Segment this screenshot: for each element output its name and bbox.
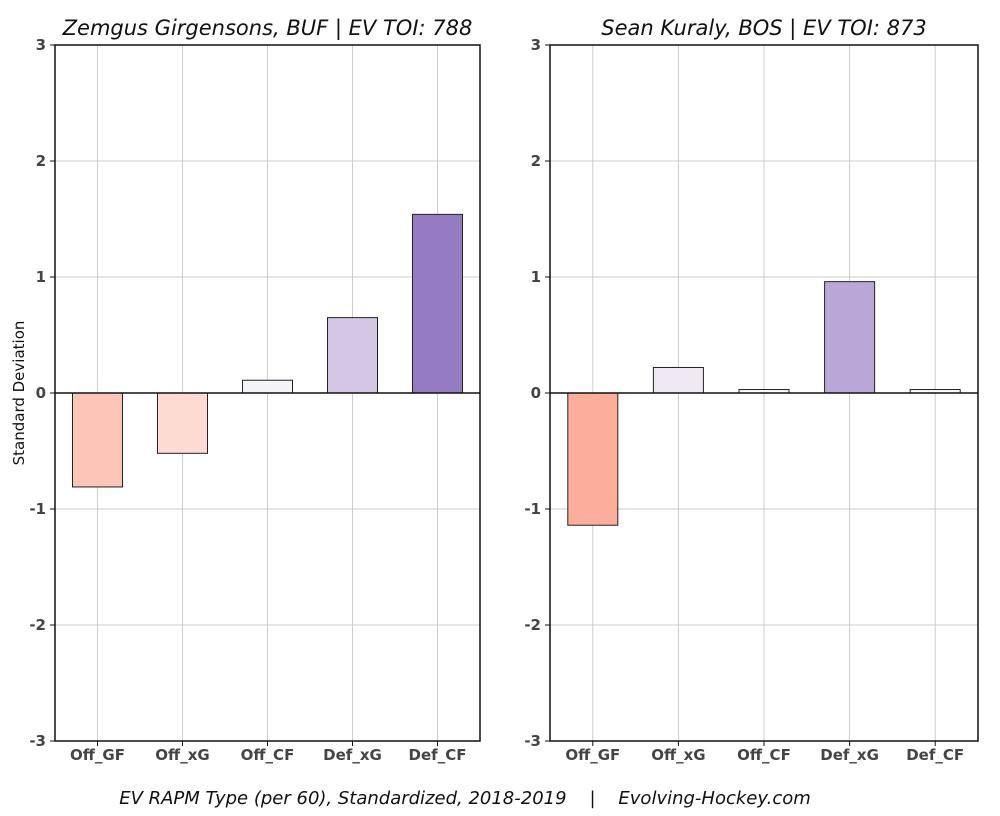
y-tick-label: 2 (531, 152, 541, 170)
y-tick-label: -1 (29, 500, 46, 518)
y-tick-label: 1 (531, 268, 541, 286)
figure-caption: EV RAPM Type (per 60), Standardized, 201… (119, 788, 811, 809)
y-tick-label: -2 (524, 616, 541, 634)
plot-frame (549, 44, 979, 742)
chart-panel-left: 3 2 1 0 -1 -2 -3 Off_GF Off_xG Off_CF Def_xG Def_CF… (10, 16, 481, 764)
y-tick-label: 0 (36, 384, 46, 402)
y-tick-label: -1 (524, 500, 541, 518)
y-tick-label: 3 (36, 36, 46, 54)
y-tick-label: -2 (29, 616, 46, 634)
x-tick-label: Off_xG (155, 746, 209, 764)
bar-off-xg (652, 366, 704, 394)
bar-def-xg (824, 281, 876, 394)
bar-off-xg (157, 392, 208, 454)
chart-title: Sean Kuraly, BOS | EV TOI: 873 (601, 16, 927, 41)
chart-title: Zemgus Girgensons, BUF | EV TOI: 788 (62, 16, 473, 41)
x-tick-label: Off_GF (70, 746, 125, 764)
y-tick-label: 1 (36, 268, 46, 286)
bar-def-cf (412, 213, 463, 394)
chart-panel-right: 3 2 1 0 -1 -2 -3 Off_GF Off_xG Off_CF Def_xG Def_CF… (524, 16, 979, 764)
bar-def-xg (327, 317, 378, 394)
bar-off-gf (567, 392, 619, 526)
x-tick-label: Off_CF (737, 746, 791, 764)
y-tick-label: 2 (36, 152, 46, 170)
x-tick-label: Off_GF (565, 746, 620, 764)
y-axis-title: Standard Deviation (10, 321, 28, 466)
x-tick-label: Def_xG (323, 746, 382, 764)
y-tick-label: -3 (29, 732, 46, 750)
y-tick-label: 0 (531, 384, 541, 402)
x-tick-label: Def_CF (906, 746, 964, 764)
y-tick-label: 3 (531, 36, 541, 54)
x-tick-label: Off_CF (241, 746, 295, 764)
x-tick-label: Off_xG (651, 746, 705, 764)
y-tick-label: -3 (524, 732, 541, 750)
bar-off-gf (72, 392, 123, 488)
x-tick-label: Def_xG (820, 746, 879, 764)
bar-off-cf (242, 379, 293, 394)
plot-frame (54, 44, 481, 742)
x-tick-label: Def_CF (409, 746, 467, 764)
